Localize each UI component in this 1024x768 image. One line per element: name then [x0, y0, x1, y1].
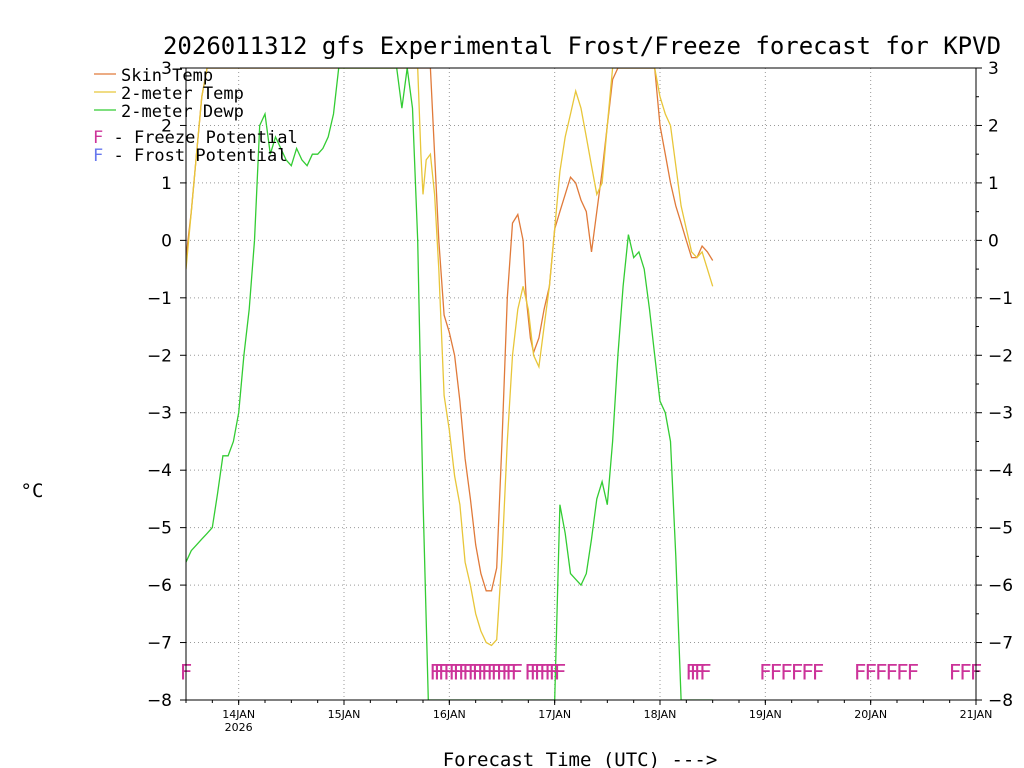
freeze-marker: F: [694, 660, 707, 684]
legend-note: F - Frost Potential: [93, 146, 287, 166]
y-tick-label-left: −8: [147, 691, 172, 711]
freeze-marker: F: [486, 660, 499, 684]
freeze-marker: F: [429, 660, 442, 684]
freeze-marker: F: [505, 660, 518, 684]
y-tick-label-right: 2: [988, 116, 999, 136]
freeze-marker: F: [689, 660, 702, 684]
freeze-marker: F: [539, 660, 552, 684]
legend-note-symbol: F: [93, 146, 103, 166]
y-tick-label-left: −7: [147, 634, 172, 654]
x-tick-label: 17JAN: [538, 708, 571, 721]
grid: [186, 68, 976, 700]
legend-note-text: - Freeze Potential: [103, 128, 297, 148]
freeze-marker: F: [452, 660, 465, 684]
y-tick-label-left: 0: [161, 231, 172, 251]
x-tick-label: 14JAN: [222, 708, 255, 721]
y-tick-label-right: −2: [988, 346, 1013, 366]
y-tick-label-left: 2: [161, 116, 172, 136]
y-tick-label-left: −2: [147, 346, 172, 366]
y-tick-label-right: −4: [988, 461, 1013, 481]
freeze-marker: F: [759, 660, 772, 684]
freeze-marker: F: [854, 660, 867, 684]
y-tick-label-left: 3: [161, 59, 172, 79]
freeze-marker: F: [534, 660, 547, 684]
freeze-marker: F: [959, 660, 972, 684]
y-axis-left: 3 2 1 0 −1 −2 −3 −4 −5 −6 −7 −8: [147, 59, 186, 711]
freeze-marker: F: [443, 660, 456, 684]
freeze-marker: F: [791, 660, 804, 684]
freeze-marker: F: [529, 660, 542, 684]
freeze-marker: F: [496, 660, 509, 684]
y-tick-label-right: −1: [988, 289, 1013, 309]
legend-label: Skin Temp: [121, 66, 213, 86]
freeze-marker: F: [548, 660, 561, 684]
freeze-marker: F: [770, 660, 783, 684]
x-tick-label: 19JAN: [749, 708, 782, 721]
freeze-marker: F: [481, 660, 494, 684]
freeze-marker: F: [896, 660, 909, 684]
y-tick-label-left: −6: [147, 576, 172, 596]
legend-label: 2-meter Temp: [121, 84, 244, 104]
freeze-marker: F: [438, 660, 451, 684]
legend-note-text: - Frost Potential: [103, 146, 287, 166]
x-tick-label: 18JAN: [644, 708, 677, 721]
freeze-marker: F: [885, 660, 898, 684]
y-tick-label-right: 3: [988, 59, 999, 79]
series-line-skin-temp: [186, 68, 714, 592]
freeze-marker: F: [448, 660, 461, 684]
freeze-marker: F: [544, 660, 557, 684]
x-tick-sublabel: 2026: [225, 721, 253, 734]
y-tick-label-right: 1: [988, 174, 999, 194]
freeze-marker: F: [458, 660, 471, 684]
freeze-marker: F: [801, 660, 814, 684]
x-axis-label: Forecast Time (UTC) --->: [443, 749, 718, 768]
y-tick-label-right: −8: [988, 691, 1013, 711]
x-tick-label: 21JAN: [960, 708, 993, 721]
y-tick-label-right: −3: [988, 404, 1013, 424]
freeze-marker: F: [510, 660, 523, 684]
freeze-marker: F: [780, 660, 793, 684]
freeze-marker: F: [864, 660, 877, 684]
x-tick-label: 15JAN: [328, 708, 361, 721]
freeze-marker: F: [875, 660, 888, 684]
freeze-marker: F: [490, 660, 503, 684]
y-tick-label-right: −7: [988, 634, 1013, 654]
freeze-marker: F: [467, 660, 480, 684]
freeze-marker: F: [699, 660, 712, 684]
x-tick-label: 16JAN: [433, 708, 466, 721]
freeze-marker: F: [906, 660, 919, 684]
y-tick-label-right: −6: [988, 576, 1013, 596]
series-line-2-meter-dewp: [186, 68, 713, 700]
y-tick-label-left: −4: [147, 461, 172, 481]
y-tick-label-left: 1: [161, 174, 172, 194]
freeze-marker: F: [434, 660, 447, 684]
y-axis-right: 3 2 1 0 −1 −2 −3 −4 −5 −6 −7 −8: [976, 59, 1013, 711]
x-tick-label: 20JAN: [854, 708, 887, 721]
y-tick-label-left: −1: [147, 289, 172, 309]
y-tick-label-right: 0: [988, 231, 999, 251]
series-line-2-meter-temp: [186, 68, 714, 647]
freeze-marker: F: [471, 660, 484, 684]
freeze-marker: F: [501, 660, 514, 684]
freeze-marker: F: [524, 660, 537, 684]
y-tick-label-left: −5: [147, 519, 172, 539]
freeze-marker: F: [812, 660, 825, 684]
freeze-marker: F: [949, 660, 962, 684]
chart-title: 2026011312 gfs Experimental Frost/Freeze…: [163, 32, 1001, 60]
y-tick-label-right: −5: [988, 519, 1013, 539]
legend-note: F - Freeze Potential: [93, 128, 298, 148]
series-lines: [186, 68, 714, 700]
y-tick-label-left: −3: [147, 404, 172, 424]
legend-label: 2-meter Dewp: [121, 102, 244, 122]
freeze-marker: F: [462, 660, 475, 684]
legend-note-symbol: F: [93, 128, 103, 148]
freeze-marker: F: [685, 660, 698, 684]
freeze-marker: F: [477, 660, 490, 684]
freeze-marker: F: [554, 660, 567, 684]
y-axis-label: °C: [21, 480, 44, 502]
